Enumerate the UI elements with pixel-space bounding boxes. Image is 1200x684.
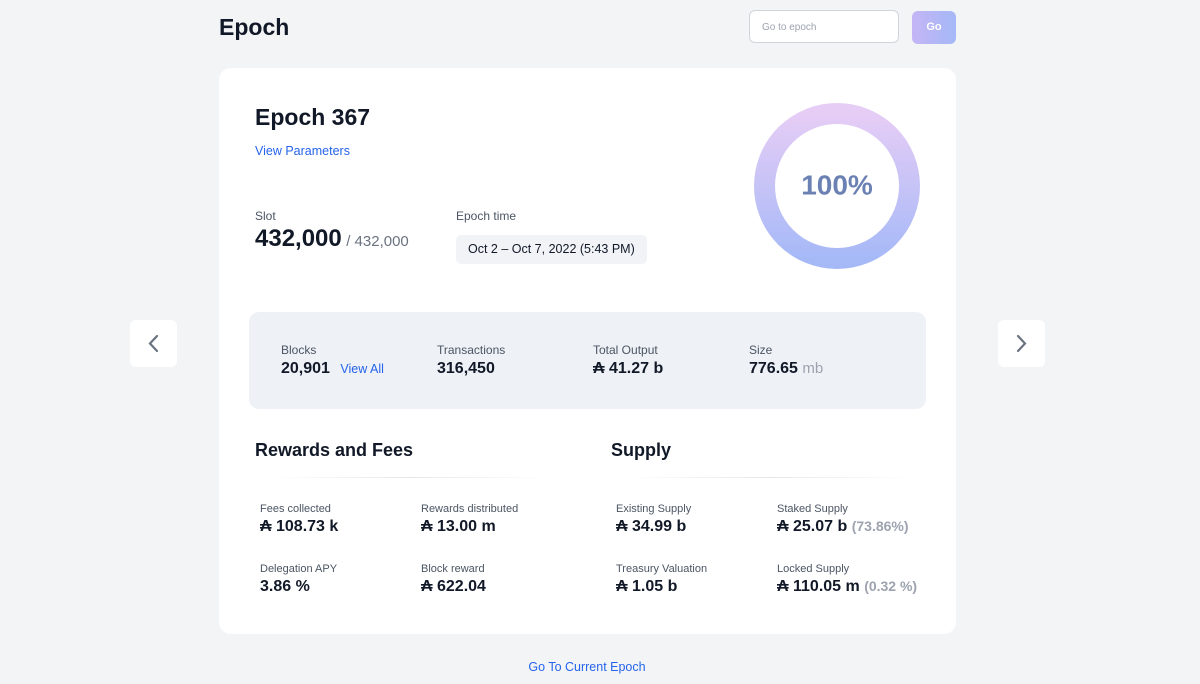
metric-value: ₳ 622.04 <box>421 578 486 595</box>
metric-row: ₳ 13.00 m <box>421 518 496 536</box>
metric-value: 3.86 % <box>260 578 310 595</box>
stat-row: ₳ 41.27 b <box>593 360 663 378</box>
stat-label: Transactions <box>437 343 506 357</box>
prev-button[interactable] <box>130 320 177 367</box>
divider <box>625 477 915 478</box>
epoch-card: Epoch 367 View Parameters Slot 432,000 /… <box>219 68 956 634</box>
metric-row: ₳ 622.04 <box>421 578 486 596</box>
stat-value: 776.65 <box>749 360 798 377</box>
progress-label: 100% <box>801 169 873 200</box>
go-button[interactable]: Go <box>912 11 956 44</box>
metric-value: ₳ 1.05 b <box>616 578 678 595</box>
metric-row: ₳ 25.07 b (73.86%) <box>777 518 909 536</box>
divider <box>269 477 549 478</box>
stat-value: 316,450 <box>437 360 495 377</box>
stat-label: Total Output <box>593 343 658 357</box>
metric-label: Rewards distributed <box>421 503 519 515</box>
slot: 432,000 / 432,000 <box>255 225 409 253</box>
current-epoch-link[interactable]: Go To Current Epoch <box>528 660 646 674</box>
prev-icon <box>148 334 159 353</box>
epoch-time-value: Oct 2 – Oct 7, 2022 (5:43 PM) <box>456 235 647 264</box>
next-button[interactable] <box>998 320 1045 367</box>
stat-row: 316,450 <box>437 360 495 378</box>
metric-note: (0.32 %) <box>864 578 918 594</box>
next-icon <box>1016 334 1027 353</box>
metric-value: ₳ 34.99 b <box>616 518 687 535</box>
stat-link[interactable]: View All <box>340 362 384 376</box>
stat-label: Blocks <box>281 343 317 357</box>
metric-label: Block reward <box>421 563 485 575</box>
stat-unit: mb <box>802 360 824 377</box>
epoch-time-label: Epoch time <box>456 209 517 223</box>
metric-label: Locked Supply <box>777 563 850 575</box>
metric-label: Delegation APY <box>260 563 338 575</box>
section-title: Rewards and Fees <box>255 440 414 460</box>
metric-row: ₳ 108.73 k <box>260 518 338 536</box>
metric-label: Fees collected <box>260 503 331 515</box>
metric-label: Existing Supply <box>616 503 692 515</box>
metric-label: Staked Supply <box>777 503 848 515</box>
slot-label: Slot <box>255 209 276 223</box>
metric-row: ₳ 34.99 b <box>616 518 686 536</box>
stat-label: Size <box>749 343 773 357</box>
metric-row: 3.86 % <box>260 578 310 596</box>
epoch-title: Epoch 367 <box>255 104 371 130</box>
metric-value: ₳ 25.07 b <box>777 518 848 535</box>
page-title: Epoch <box>219 14 290 40</box>
stat-row: 20,901 View All <box>281 360 384 378</box>
slot-total: / 432,000 <box>346 233 409 250</box>
metric-row: ₳ 110.05 m (0.32 %) <box>777 578 917 596</box>
stats-panel: Blocks 20,901 View All Transactions 316,450… <box>249 312 926 409</box>
stat-value: 20,901 <box>281 360 330 377</box>
metric-value: ₳ 108.73 k <box>260 518 339 535</box>
metric-note: (73.86%) <box>851 518 909 534</box>
stat-value: ₳ 41.27 b <box>593 360 664 377</box>
metric-row: ₳ 1.05 b <box>616 578 677 596</box>
metric-label: Treasury Valuation <box>616 563 708 575</box>
section-title: Supply <box>611 440 672 460</box>
progress-ring: 100% <box>754 103 920 269</box>
slot-value: 432,000 <box>255 225 342 252</box>
epoch-search-input[interactable]: Go to epoch <box>749 10 899 43</box>
metric-value: ₳ 13.00 m <box>421 518 496 535</box>
metric-value: ₳ 110.05 m <box>777 578 860 595</box>
stat-row: 776.65 mb <box>749 360 823 378</box>
view-parameters-link[interactable]: View Parameters <box>255 144 350 158</box>
